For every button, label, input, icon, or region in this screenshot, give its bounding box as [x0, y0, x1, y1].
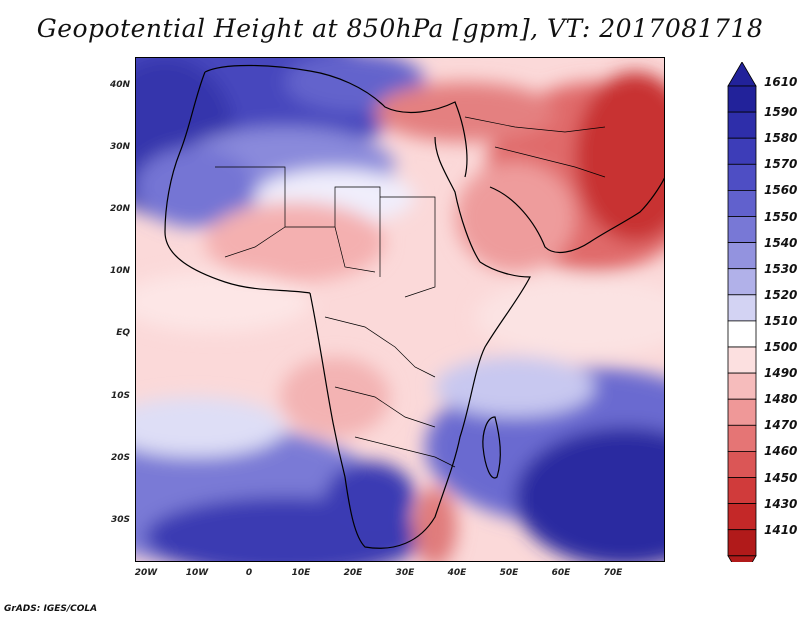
footer-credit: GrADS: IGES/COLA	[4, 604, 98, 614]
colorbar-swatch	[727, 268, 757, 296]
country-borders	[215, 116, 606, 468]
height-field-contours	[135, 57, 665, 562]
colorbar-level-label: 1580	[764, 131, 798, 146]
lat-label: EQ	[116, 328, 130, 338]
colorbar-swatch	[727, 372, 757, 400]
colorbar-top-arrow	[727, 62, 757, 87]
map-canvas	[135, 57, 665, 562]
colorbar-swatch	[727, 111, 757, 139]
colorbar-swatch	[727, 137, 757, 165]
colorbar-swatch	[727, 320, 757, 348]
colorbar-level-label: 1610	[764, 75, 798, 89]
colorbar-swatch	[727, 189, 757, 217]
lon-label: 30E	[395, 568, 415, 578]
colorbar-level-label: 1570	[764, 157, 798, 172]
lon-label: 60E	[551, 568, 571, 578]
lon-label: 0	[245, 568, 253, 578]
colorbar-swatch	[727, 450, 757, 478]
colorbar-level-label: 1520	[764, 287, 798, 302]
colorbar-level-label: 1490	[764, 366, 798, 381]
colorbar-level-label: 1590	[764, 105, 798, 120]
lat-label: 30N	[109, 142, 130, 152]
colorbar-level-label: 1560	[764, 183, 798, 198]
colorbar-level-label: 1540	[764, 235, 798, 250]
lat-label: 10S	[110, 391, 130, 401]
lon-label: 20E	[343, 568, 363, 578]
lon-label: 40E	[447, 568, 467, 578]
lat-label: 10N	[109, 266, 130, 276]
colorbar-level-label: 1480	[764, 392, 798, 407]
colorbar-swatch	[727, 242, 757, 270]
colorbar-swatch	[727, 85, 757, 113]
lat-label: 40N	[109, 80, 130, 90]
colorbar-swatch	[727, 216, 757, 244]
lon-label: 10E	[291, 568, 311, 578]
colorbar-swatch	[727, 294, 757, 322]
plot-title: Geopotential Height at 850hPa [gpm], VT:…	[36, 14, 764, 43]
coastlines	[164, 64, 665, 549]
colorbar-level-label: 1550	[764, 209, 798, 224]
lon-label: 70E	[603, 568, 623, 578]
lat-label: 20N	[109, 204, 130, 214]
colorbar-swatch	[727, 503, 757, 531]
colorbar-level-label: 1500	[764, 340, 798, 354]
colorbar-level-label: 1410	[764, 522, 798, 537]
colorbar	[727, 62, 757, 562]
map-panel[interactable]	[135, 57, 665, 562]
colorbar-swatch	[727, 398, 757, 426]
colorbar-swatch	[727, 346, 757, 374]
colorbar-swatch	[727, 163, 757, 191]
colorbar-swatch	[727, 477, 757, 505]
lat-label: 20S	[110, 453, 130, 463]
colorbar-level-label: 1510	[764, 313, 798, 328]
colorbar-level-label: 1430	[764, 496, 798, 511]
lon-label: 10W	[185, 568, 209, 578]
lon-label: 50E	[499, 568, 519, 578]
lon-label: 20W	[134, 568, 158, 578]
lat-label: 30S	[110, 515, 130, 525]
colorbar-swatch	[727, 424, 757, 452]
colorbar-level-label: 1450	[764, 470, 798, 485]
colorbar-bottom-arrow	[727, 555, 757, 562]
colorbar-level-label: 1470	[764, 418, 798, 433]
colorbar-level-label: 1530	[764, 261, 798, 276]
colorbar-level-label: 1460	[764, 444, 798, 459]
colorbar-swatch	[727, 529, 757, 557]
